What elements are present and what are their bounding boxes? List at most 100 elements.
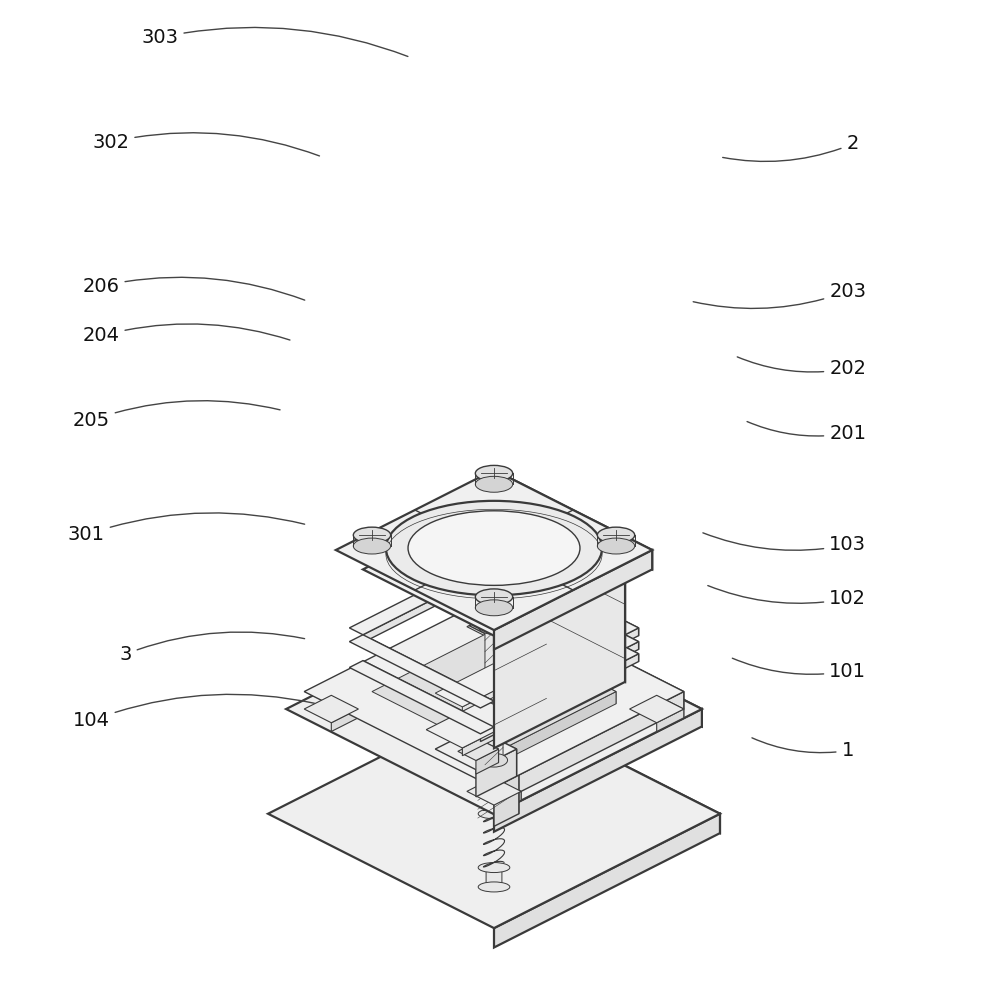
Ellipse shape [478, 471, 510, 487]
Polygon shape [494, 626, 519, 826]
Polygon shape [494, 663, 521, 683]
Polygon shape [494, 550, 652, 649]
Polygon shape [486, 717, 502, 745]
Polygon shape [476, 749, 517, 797]
Polygon shape [363, 661, 494, 735]
Polygon shape [494, 515, 552, 551]
Polygon shape [494, 587, 638, 661]
Text: 204: 204 [83, 324, 289, 345]
Ellipse shape [475, 476, 513, 492]
Polygon shape [462, 718, 521, 756]
Polygon shape [287, 604, 701, 814]
Polygon shape [512, 580, 552, 628]
Polygon shape [494, 604, 701, 726]
Polygon shape [436, 728, 517, 770]
Text: 3: 3 [120, 632, 304, 664]
Text: 1: 1 [752, 738, 854, 760]
Polygon shape [485, 620, 503, 765]
Polygon shape [494, 569, 625, 748]
Polygon shape [494, 635, 638, 708]
Polygon shape [494, 699, 720, 833]
Text: 303: 303 [141, 27, 408, 56]
Ellipse shape [475, 589, 513, 605]
Ellipse shape [478, 716, 510, 726]
Polygon shape [494, 778, 521, 800]
Polygon shape [512, 559, 552, 607]
Polygon shape [436, 663, 521, 707]
Polygon shape [480, 562, 494, 576]
Polygon shape [508, 562, 638, 636]
Polygon shape [469, 613, 519, 638]
Ellipse shape [478, 882, 510, 892]
Polygon shape [494, 692, 617, 766]
Ellipse shape [475, 600, 513, 616]
Polygon shape [486, 864, 502, 891]
Text: 206: 206 [83, 277, 304, 300]
Polygon shape [363, 568, 494, 643]
Ellipse shape [408, 511, 580, 585]
Polygon shape [629, 695, 684, 723]
Polygon shape [503, 560, 562, 598]
Ellipse shape [478, 809, 510, 819]
Polygon shape [526, 501, 552, 521]
Ellipse shape [478, 736, 510, 746]
Polygon shape [363, 503, 625, 636]
Polygon shape [480, 727, 494, 742]
Text: 101: 101 [732, 658, 866, 681]
Polygon shape [304, 695, 359, 723]
Polygon shape [657, 709, 684, 731]
Polygon shape [512, 568, 531, 591]
Polygon shape [485, 700, 521, 726]
Polygon shape [494, 562, 638, 635]
Polygon shape [657, 695, 684, 718]
Polygon shape [476, 728, 517, 776]
Polygon shape [494, 630, 617, 704]
Polygon shape [485, 483, 503, 628]
Ellipse shape [480, 616, 508, 630]
Polygon shape [476, 749, 499, 774]
Text: 205: 205 [73, 401, 280, 430]
Polygon shape [526, 542, 562, 568]
Polygon shape [508, 578, 531, 603]
Polygon shape [268, 699, 720, 928]
Text: 103: 103 [702, 533, 866, 554]
Ellipse shape [478, 481, 510, 497]
Polygon shape [494, 613, 521, 635]
Polygon shape [494, 596, 684, 709]
Text: 302: 302 [92, 132, 319, 156]
Polygon shape [489, 568, 531, 589]
Polygon shape [331, 695, 359, 718]
Polygon shape [471, 559, 552, 600]
Text: 201: 201 [747, 422, 866, 443]
Polygon shape [467, 613, 521, 640]
Polygon shape [363, 635, 494, 709]
Text: 203: 203 [694, 282, 866, 308]
Text: 102: 102 [707, 586, 866, 608]
Polygon shape [467, 778, 521, 805]
Polygon shape [494, 627, 521, 649]
Polygon shape [371, 630, 617, 753]
Ellipse shape [598, 538, 634, 554]
Polygon shape [486, 790, 502, 818]
Ellipse shape [386, 501, 602, 595]
Polygon shape [508, 642, 638, 716]
Ellipse shape [480, 753, 508, 767]
Ellipse shape [475, 465, 513, 481]
Ellipse shape [478, 863, 510, 873]
Text: 2: 2 [722, 134, 859, 161]
Polygon shape [494, 791, 521, 814]
Polygon shape [625, 628, 638, 643]
Polygon shape [625, 635, 638, 649]
Polygon shape [467, 542, 562, 590]
Polygon shape [350, 562, 494, 635]
Polygon shape [480, 701, 494, 716]
Polygon shape [480, 740, 499, 763]
Polygon shape [494, 709, 701, 832]
Ellipse shape [478, 618, 510, 634]
Polygon shape [304, 596, 684, 788]
Polygon shape [350, 661, 494, 734]
Polygon shape [457, 740, 499, 760]
Polygon shape [462, 677, 521, 713]
Polygon shape [467, 501, 552, 544]
Polygon shape [494, 503, 625, 682]
